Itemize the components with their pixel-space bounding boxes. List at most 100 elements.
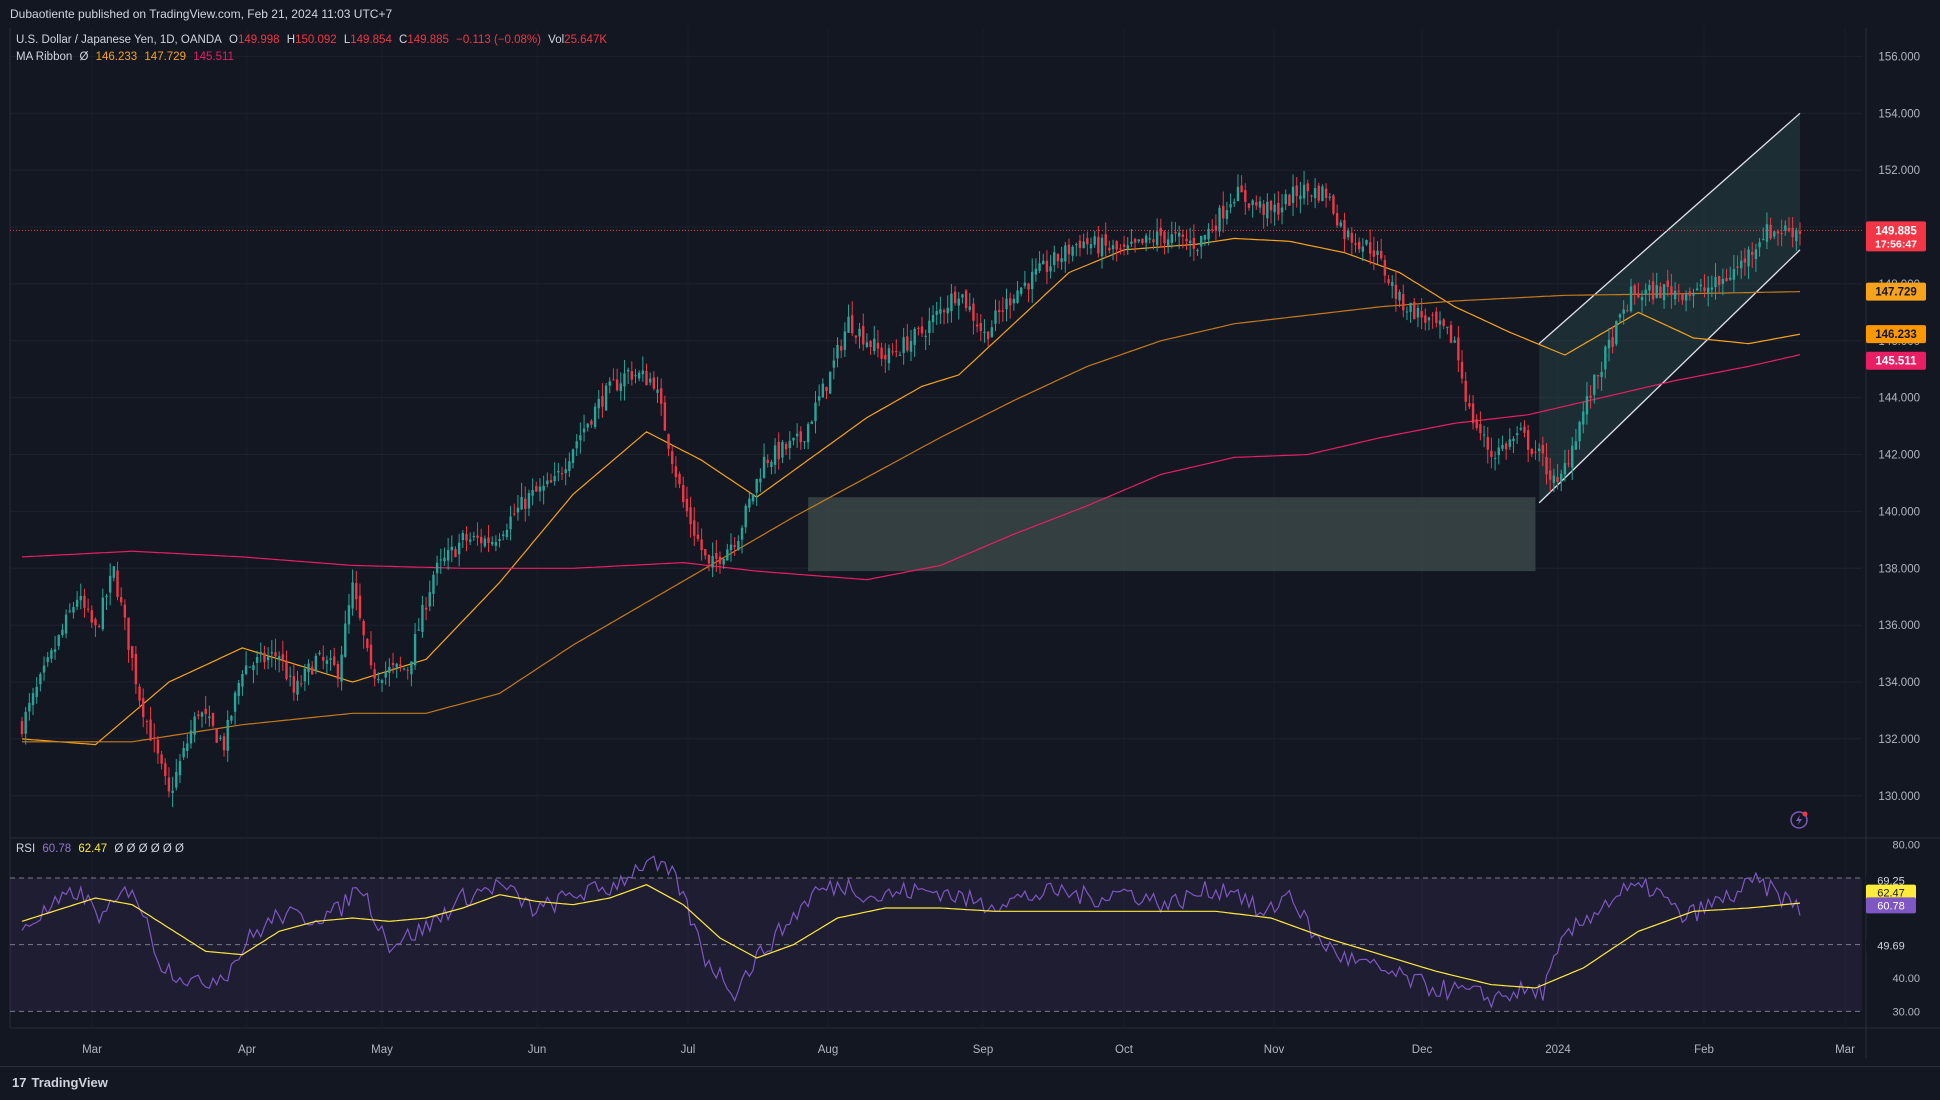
- demand-zone-box[interactable]: [808, 497, 1536, 572]
- candle-body: [840, 346, 843, 351]
- candle-body: [1020, 287, 1023, 294]
- candle-body: [57, 635, 60, 647]
- candle-body: [483, 538, 487, 547]
- candle-body: [1784, 225, 1787, 231]
- candle-body: [134, 653, 138, 685]
- rsi-pane: [10, 855, 1862, 1012]
- candle-body: [197, 714, 200, 717]
- candle-body: [237, 683, 240, 696]
- candle-body: [1056, 253, 1060, 262]
- candle-body: [1163, 231, 1166, 244]
- publisher-text: Dubaotiente published on TradingView.com…: [10, 7, 393, 21]
- candle-body: [880, 347, 883, 359]
- candle-body: [909, 340, 913, 352]
- candle-body: [402, 668, 406, 670]
- high-value: 150.092: [295, 34, 337, 46]
- candle-body: [1137, 239, 1140, 242]
- candle-body: [24, 711, 27, 734]
- candle-body: [997, 310, 1001, 313]
- candle-body: [1144, 235, 1148, 243]
- rsi-ma-line[interactable]: [21, 884, 1801, 989]
- candle-body: [1177, 232, 1181, 237]
- ma-legend: MA Ribbon Ø 146.233 147.729 145.511: [16, 51, 234, 63]
- candle-body: [733, 545, 736, 547]
- rsi-line[interactable]: [21, 855, 1801, 1009]
- candle-body: [277, 656, 281, 660]
- rsi-legend: RSI 60.78 62.47 Ø Ø Ø Ø Ø Ø: [16, 843, 184, 855]
- candle-body: [1244, 190, 1247, 202]
- x-tick-label: Apr: [238, 1044, 256, 1056]
- candle-body: [1343, 220, 1346, 240]
- candle-body: [1394, 284, 1398, 299]
- candle-body: [1574, 441, 1578, 450]
- candle-body: [1031, 271, 1034, 290]
- rsi-label[interactable]: RSI: [16, 843, 36, 855]
- candle-body: [729, 544, 733, 551]
- candle-body: [762, 456, 766, 478]
- candle-body: [178, 761, 182, 776]
- channel-upper-line[interactable]: [1538, 112, 1801, 345]
- ma-line-2[interactable]: [22, 291, 1801, 743]
- candle-body: [979, 322, 982, 332]
- candle-body: [917, 327, 920, 329]
- candle-body: [1618, 314, 1622, 318]
- candle-body: [1604, 346, 1607, 370]
- ma2-tag: [1866, 282, 1926, 301]
- candle-body: [1504, 443, 1508, 450]
- alert-icon[interactable]: [1790, 811, 1808, 829]
- candle-body: [1706, 287, 1710, 294]
- candle-body: [817, 396, 821, 401]
- candle-body: [1585, 395, 1589, 415]
- candle-body: [1552, 475, 1556, 483]
- candle-body: [737, 541, 740, 551]
- candle-body: [164, 763, 167, 777]
- candle-body: [961, 294, 964, 298]
- candle-body: [1174, 231, 1177, 234]
- candle-body: [1769, 224, 1772, 239]
- candle-body: [505, 529, 509, 538]
- candle-body: [1791, 227, 1794, 238]
- candle-body: [1240, 185, 1243, 193]
- y-tick-label: 132.000: [1878, 734, 1920, 746]
- close-value: 149.885: [407, 34, 449, 46]
- candle-body: [1266, 201, 1269, 219]
- candle-body: [1684, 293, 1688, 301]
- candle-body: [1034, 268, 1038, 275]
- candle-body: [1622, 309, 1625, 314]
- candle-body: [344, 623, 347, 657]
- candle-body: [604, 385, 608, 411]
- x-tick-label: Aug: [818, 1044, 838, 1056]
- symbol-name[interactable]: U.S. Dollar / Japanese Yen, 1D, OANDA: [16, 34, 222, 46]
- candle-body: [1611, 337, 1614, 347]
- rsi-value-tag: [1866, 897, 1916, 914]
- candle-body: [1519, 428, 1523, 430]
- candle-body: [821, 383, 825, 398]
- candle-body: [362, 621, 365, 636]
- x-tick-label: Dec: [1412, 1044, 1433, 1056]
- candle-body: [1644, 289, 1647, 295]
- x-tick-label: Jul: [681, 1044, 696, 1056]
- ma-line-1[interactable]: [21, 237, 1801, 746]
- tradingview-logo[interactable]: 17 TradingView: [12, 1075, 108, 1090]
- symbol-legend: U.S. Dollar / Japanese Yen, 1D, OANDA O1…: [16, 34, 608, 46]
- candle-body: [406, 669, 409, 671]
- candle-body: [876, 342, 880, 349]
- candle-body: [329, 658, 332, 660]
- candle-body: [222, 736, 226, 751]
- candle-body: [94, 619, 97, 626]
- candle-body: [1593, 374, 1596, 395]
- rsi-mid-tag-label: 49.69: [1877, 941, 1905, 953]
- ma-line-3[interactable]: [21, 354, 1801, 581]
- candle-body: [340, 654, 343, 682]
- candle-body: [1413, 301, 1416, 320]
- candle-body: [83, 595, 86, 608]
- candle-body: [1335, 213, 1339, 226]
- candle-body: [663, 402, 667, 431]
- ma-label[interactable]: MA Ribbon: [16, 51, 73, 63]
- chart-canvas[interactable]: 156.000154.000152.000150.000148.000146.0…: [0, 28, 1940, 1066]
- volume-value: 25.647K: [564, 34, 608, 46]
- candle-body: [898, 354, 902, 356]
- candle-body: [1203, 235, 1207, 240]
- candle-body: [1515, 433, 1519, 436]
- candle-body: [1427, 317, 1431, 321]
